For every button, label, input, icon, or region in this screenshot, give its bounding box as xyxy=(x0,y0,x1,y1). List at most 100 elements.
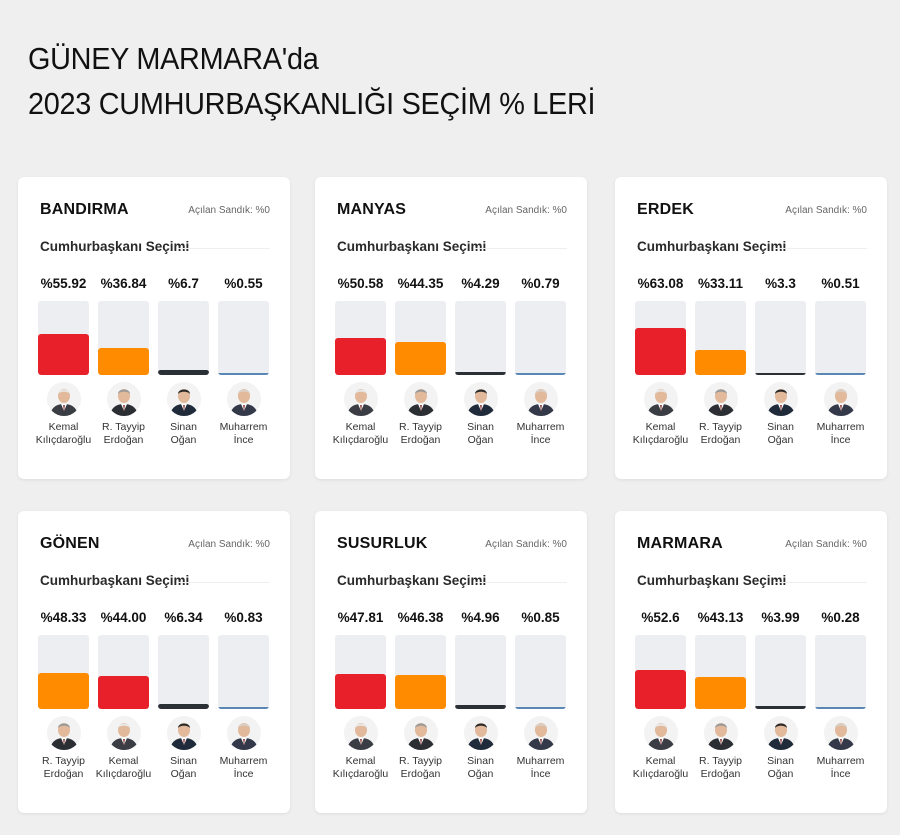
card-header: BANDIRMA Açılan Sandık: %0 xyxy=(40,201,270,219)
candidate-name: Kemal Kılıçdaroğlu xyxy=(633,421,688,447)
candidate-name: Sinan Oğan xyxy=(767,755,794,781)
candidate-name: R. Tayyip Erdoğan xyxy=(102,421,145,447)
page-title-line-2: 2023 CUMHURBAŞKANLIĞI SEÇİM % LERİ xyxy=(28,86,596,121)
candidate-last-name: Kılıçdaroğlu xyxy=(632,434,689,446)
portrait-icon xyxy=(106,382,141,416)
section-label: Cumhurbaşkanı Seçimi xyxy=(40,239,190,254)
district-name: ERDEK xyxy=(637,201,695,218)
candidate-column: %6.34 Sinan Oğan xyxy=(158,609,209,781)
section-label: Cumhurbaşkanı Seçimi xyxy=(337,239,487,254)
candidate-last-name: Erdoğan xyxy=(103,434,144,446)
bar xyxy=(98,348,149,375)
percentage-label: %50.58 xyxy=(337,276,384,291)
candidate-column: %55.92 Kemal Kılıçdaroğlu xyxy=(35,275,92,447)
portrait-icon xyxy=(343,716,378,750)
section-label: Cumhurbaşkanı Seçimi xyxy=(637,573,787,588)
candidate-column: %6.7 Sinan Oğan xyxy=(158,275,209,447)
portrait-icon xyxy=(166,716,201,750)
candidate-name: Muharrem İnce xyxy=(817,755,865,781)
bar-track xyxy=(335,301,386,375)
candidate-last-name: İnce xyxy=(830,768,851,780)
bar xyxy=(755,373,806,375)
bar xyxy=(815,373,866,375)
portrait-icon xyxy=(403,382,438,416)
candidate-first-name: R. Tayyip xyxy=(699,421,742,433)
percentage-label: %3.3 xyxy=(765,276,796,291)
bar-track xyxy=(158,301,209,375)
candidate-last-name: İnce xyxy=(233,768,254,780)
bar-track xyxy=(755,635,806,709)
bar xyxy=(515,707,566,709)
district-card: ERDEK Açılan Sandık: %0 Cumhurbaşkanı Seçi… xyxy=(615,177,887,479)
candidate-first-name: Kemal xyxy=(345,755,376,767)
portrait-icon xyxy=(463,716,498,750)
candidate-avatar xyxy=(166,716,201,750)
percentage-label: %0.79 xyxy=(521,276,560,291)
page-title-line-1: GÜNEY MARMARA'da xyxy=(28,41,319,76)
card-header: ERDEK Açılan Sandık: %0 xyxy=(637,201,867,219)
portrait-icon xyxy=(703,716,738,750)
candidate-avatar xyxy=(166,382,201,416)
candidate-last-name: Oğan xyxy=(170,434,197,446)
candidate-avatar xyxy=(403,382,438,416)
percentage-label: %0.85 xyxy=(521,610,560,625)
candidate-column: %48.33 R. Tayyip Erdoğan xyxy=(38,609,89,781)
candidate-last-name: Oğan xyxy=(767,434,794,446)
bar-track xyxy=(218,301,269,375)
candidate-name: Muharrem İnce xyxy=(517,755,565,781)
candidate-column: %44.35 R. Tayyip Erdoğan xyxy=(395,275,446,447)
candidate-avatar xyxy=(226,382,261,416)
percentage-label: %36.84 xyxy=(100,276,147,291)
portrait-icon xyxy=(523,716,558,750)
candidate-column: %0.51 Muharrem İnce xyxy=(815,275,866,447)
candidate-name: R. Tayyip Erdoğan xyxy=(42,755,85,781)
candidate-column: %4.96 Sinan Oğan xyxy=(455,609,506,781)
bar-track xyxy=(395,635,446,709)
candidate-first-name: Kemal xyxy=(345,421,376,433)
candidate-name: Kemal Kılıçdaroğlu xyxy=(333,755,388,781)
candidate-first-name: Muharrem xyxy=(816,755,865,767)
candidate-avatar xyxy=(643,382,678,416)
candidate-name: Sinan Oğan xyxy=(467,755,494,781)
candidate-avatar xyxy=(226,716,261,750)
percentage-label: %4.29 xyxy=(461,276,500,291)
candidate-avatar xyxy=(823,382,858,416)
bar xyxy=(218,707,269,709)
candidate-name: R. Tayyip Erdoğan xyxy=(699,421,742,447)
candidate-first-name: Muharrem xyxy=(516,421,565,433)
bar xyxy=(335,674,386,709)
candidate-avatar xyxy=(643,716,678,750)
percentage-label: %0.51 xyxy=(821,276,860,291)
bar-track xyxy=(455,635,506,709)
candidate-last-name: Oğan xyxy=(767,768,794,780)
candidate-last-name: İnce xyxy=(233,434,254,446)
candidate-name: Sinan Oğan xyxy=(170,421,197,447)
percentage-label: %43.13 xyxy=(697,610,744,625)
bar-track xyxy=(158,635,209,709)
portrait-icon xyxy=(403,716,438,750)
district-name: MARMARA xyxy=(637,535,723,552)
candidate-name: Sinan Oğan xyxy=(170,755,197,781)
portrait-icon xyxy=(523,382,558,416)
candidate-columns: %50.58 Kemal Kılıçdaroğlu %44.35 R. Tayyip Er… xyxy=(333,275,566,447)
candidate-columns: %52.6 Kemal Kılıçdaroğlu %43.13 R. Tayyip Erd… xyxy=(633,609,866,781)
candidate-column: %4.29 Sinan Oğan xyxy=(455,275,506,447)
candidate-last-name: Kılıçdaroğlu xyxy=(332,768,389,780)
bar xyxy=(218,373,269,375)
candidate-first-name: R. Tayyip xyxy=(399,421,442,433)
candidate-first-name: R. Tayyip xyxy=(699,755,742,767)
card-header: GÖNEN Açılan Sandık: %0 xyxy=(40,535,270,553)
percentage-label: %33.11 xyxy=(697,276,744,291)
candidate-last-name: Kılıçdaroğlu xyxy=(35,434,92,446)
bar-track xyxy=(815,635,866,709)
opened-ballot-box-label: Açılan Sandık: %0 xyxy=(188,204,270,216)
candidate-last-name: İnce xyxy=(530,434,551,446)
candidate-first-name: Sinan xyxy=(467,755,494,767)
bar-track xyxy=(635,301,686,375)
portrait-icon xyxy=(46,716,81,750)
candidate-last-name: Erdoğan xyxy=(700,434,741,446)
candidate-avatar xyxy=(523,382,558,416)
district-name: BANDIRMA xyxy=(40,201,129,218)
percentage-label: %0.55 xyxy=(224,276,263,291)
candidate-avatar xyxy=(703,382,738,416)
